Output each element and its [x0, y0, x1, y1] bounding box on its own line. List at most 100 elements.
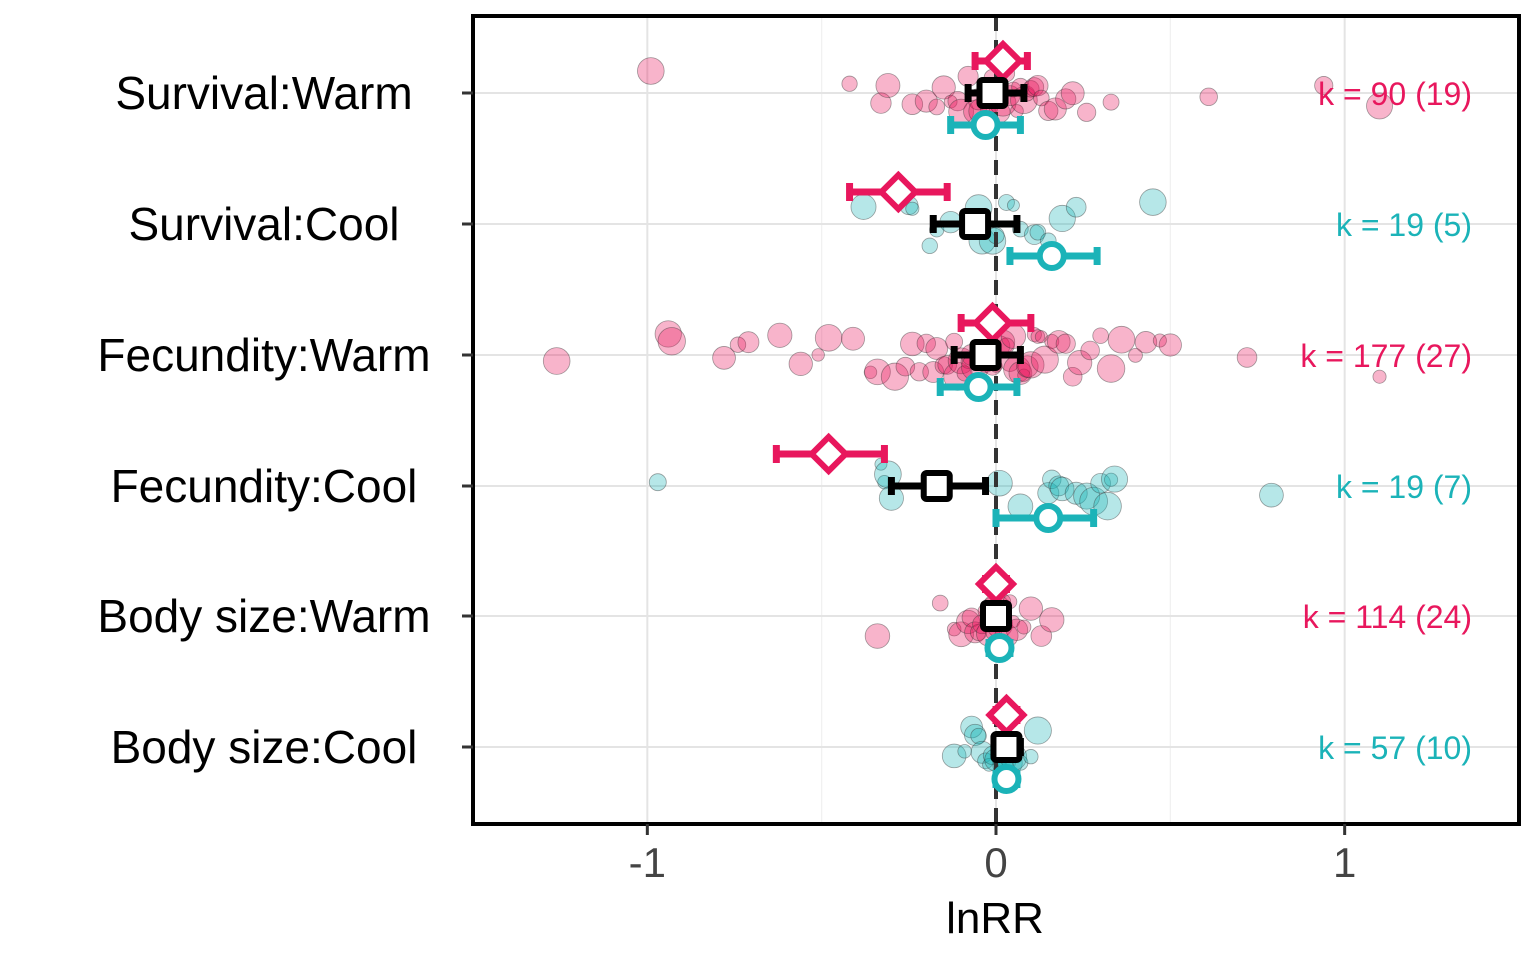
- effect-size-point: [841, 75, 858, 92]
- effect-size-point: [921, 237, 938, 254]
- effect-size-point: [1314, 76, 1334, 96]
- cool-estimate-circle: [970, 110, 1001, 140]
- effect-size-point: [880, 362, 909, 391]
- effect-size-point: [931, 75, 956, 100]
- effect-size-point: [1128, 348, 1143, 363]
- x-axis-tick-label: 0: [984, 839, 1007, 886]
- y-axis-label: Body size:Warm: [97, 590, 430, 642]
- effect-size-point: [737, 331, 760, 354]
- effect-size-point: [864, 623, 891, 649]
- effect-size-point: [1017, 351, 1045, 379]
- overall-estimate-square: [976, 77, 1009, 109]
- effect-size-point: [1017, 368, 1031, 382]
- effect-size-point: [1043, 97, 1067, 121]
- effect-size-point: [998, 194, 1015, 211]
- effect-size-point: [814, 324, 843, 352]
- effect-size-point: [637, 57, 665, 85]
- effect-size-point: [1029, 223, 1047, 241]
- effect-size-point: [1016, 619, 1032, 635]
- effect-size-point: [1139, 188, 1167, 216]
- y-axis: Survival:Warm Survival:Cool Fecundity:Warm…: [97, 67, 473, 773]
- effect-size-point: [928, 98, 946, 116]
- effect-size-point: [895, 356, 916, 377]
- effect-size-point: [1048, 475, 1070, 497]
- effect-size-point: [1030, 329, 1046, 344]
- effect-size-point: [811, 348, 825, 362]
- x-axis: -1 0 1: [629, 824, 1356, 886]
- effect-size-point: [909, 362, 929, 382]
- k-label: k = 114 (24): [1303, 599, 1472, 635]
- y-axis-label: Survival:Cool: [129, 198, 400, 250]
- effect-size-point: [1055, 88, 1077, 110]
- x-axis-tick-label: 1: [1333, 839, 1356, 886]
- effect-size-point: [1039, 607, 1065, 633]
- effect-size-point: [1046, 330, 1071, 354]
- overall-estimate-square: [990, 731, 1023, 763]
- overall-estimate-square: [959, 208, 992, 240]
- effect-size-point: [901, 93, 924, 115]
- effect-size-point: [1050, 476, 1075, 502]
- k-label: k = 57 (10): [1318, 730, 1472, 766]
- effect-size-point: [956, 609, 981, 635]
- effect-size-point: [648, 473, 667, 492]
- effect-size-point: [1048, 204, 1076, 233]
- effect-size-point: [1030, 345, 1059, 374]
- warm-estimate-diamond: [807, 432, 850, 476]
- overall-estimate-square: [969, 339, 1002, 371]
- effect-size-point: [841, 326, 865, 351]
- effect-size-point: [1060, 81, 1085, 106]
- effect-size-point: [905, 201, 920, 216]
- effect-size-point: [943, 94, 958, 109]
- effect-size-point: [1236, 347, 1258, 368]
- effect-size-point: [948, 621, 974, 648]
- effect-size-point: [1259, 482, 1284, 508]
- cool-estimate-circle: [984, 633, 1015, 663]
- effect-size-point: [986, 469, 1013, 497]
- effect-size-point: [1073, 482, 1101, 510]
- effect-size-point: [729, 336, 747, 353]
- effect-size-point: [875, 73, 901, 98]
- cool-estimate-circle: [1036, 241, 1067, 271]
- k-label: k = 90 (19): [1318, 76, 1472, 112]
- overall-estimate-square: [920, 470, 953, 502]
- effect-size-point: [1104, 472, 1119, 487]
- effect-size-point: [654, 320, 682, 348]
- effect-size-point: [1199, 87, 1218, 107]
- y-axis-label: Fecundity:Warm: [97, 329, 430, 381]
- effect-size-point: [946, 621, 962, 637]
- effect-size-point: [964, 723, 987, 746]
- effect-size-point: [1080, 340, 1100, 361]
- effect-size-point: [1038, 100, 1059, 121]
- effect-size-point: [941, 743, 967, 769]
- effect-size-point: [931, 594, 949, 612]
- effect-size-point: [1101, 465, 1129, 493]
- effect-size-point: [1024, 224, 1045, 245]
- effect-size-point: [1102, 93, 1120, 111]
- effect-size-point: [1007, 198, 1020, 212]
- cool-estimate-circle: [963, 372, 994, 402]
- effect-size-point: [1158, 333, 1182, 357]
- x-axis-title: lnRR: [946, 894, 1044, 943]
- k-labels: k = 90 (19) k = 19 (5) k = 177 (27) k = 19 …: [1300, 76, 1472, 766]
- effect-size-point: [870, 92, 892, 114]
- k-label: k = 19 (7): [1336, 469, 1472, 505]
- effect-size-point: [1018, 596, 1043, 621]
- effect-size-point: [850, 193, 877, 220]
- effect-size-point: [1152, 333, 1167, 348]
- effect-size-point: [1034, 330, 1048, 344]
- effect-size-point: [960, 715, 983, 739]
- effect-size-point: [1065, 196, 1087, 218]
- warm-estimate-diamond: [877, 170, 920, 214]
- effect-size-point: [925, 337, 949, 360]
- y-axis-label: Body size:Cool: [111, 721, 418, 773]
- effect-size-point: [542, 347, 571, 375]
- effect-size-point: [863, 365, 878, 379]
- k-label: k = 177 (27): [1300, 338, 1472, 374]
- effect-size-point: [1093, 491, 1122, 521]
- effect-size-point: [1062, 366, 1083, 387]
- effect-size-point: [788, 351, 813, 376]
- effect-size-point: [970, 727, 987, 745]
- mean-estimates: [772, 39, 1101, 794]
- x-axis-tick-label: -1: [629, 839, 666, 886]
